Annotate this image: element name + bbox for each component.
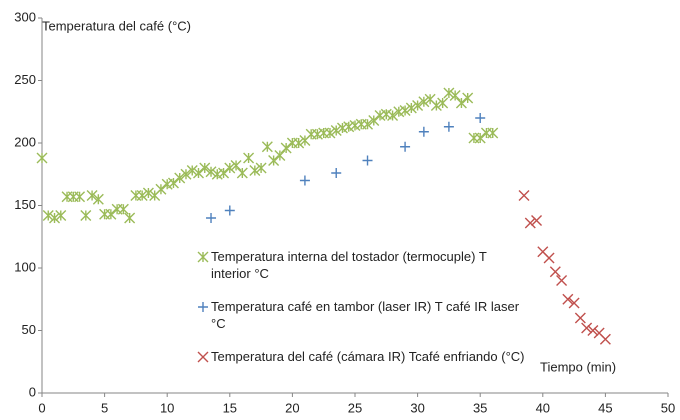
point [399,105,411,116]
point [418,96,430,108]
x-tick-label: 40 [536,400,550,415]
point [105,208,117,220]
point [362,155,373,166]
point [55,210,67,221]
point [587,325,599,336]
point [136,190,148,201]
x-tick-label: 35 [473,400,487,415]
point [437,97,449,109]
point [368,115,380,126]
x-tick-label: 50 [661,400,675,415]
point [474,132,486,144]
point [142,187,154,199]
point [387,110,399,121]
legend-entry: Temperatura del café (cámara IR) Tcafé e… [211,349,525,364]
y-tick-label: 100 [14,259,36,274]
point [487,127,499,139]
point [224,162,236,174]
x-tick-label: 5 [101,400,108,415]
point [443,87,455,99]
point [280,142,292,154]
x-tick-label: 10 [160,400,174,415]
point [455,97,467,109]
point [193,167,204,179]
y-tick-label: 0 [29,384,36,399]
point [124,212,136,224]
point [249,165,261,176]
x-tick-label: 15 [223,400,237,415]
point [205,166,217,178]
y-tick-label: 50 [22,322,36,337]
point [524,217,536,229]
point [543,252,555,264]
legend-marker [198,302,208,312]
point [167,177,179,189]
point [236,167,248,179]
point [293,137,305,149]
legend-marker [197,251,209,263]
point [230,160,242,171]
point [36,152,48,164]
point [518,190,530,201]
point [443,121,454,132]
x-tick-label: 0 [38,400,45,415]
x-tick-label: 20 [285,400,299,415]
y-tick-label: 150 [14,197,36,212]
point [418,126,429,137]
point [117,203,129,215]
point [405,102,417,114]
legend-entry: Temperatura interna del tostador (termoc… [211,249,487,281]
point [80,210,92,221]
point [155,183,167,195]
point [599,333,611,345]
point [581,322,593,334]
y-tick-label: 200 [14,134,36,149]
legend-marker [197,351,209,363]
legend-entry: Temperatura café en tambor (laser IR) T … [211,299,520,331]
point [324,127,336,139]
point [475,113,486,123]
point [86,190,98,201]
y-axis-label: Temperatura del café (°C) [42,18,191,33]
point [224,205,235,216]
x-tick-label: 30 [410,400,424,415]
point [531,215,543,226]
x-tick-label: 45 [598,400,612,415]
point [449,90,461,101]
point [549,266,561,278]
point [218,167,230,179]
point [206,213,217,223]
point [556,275,568,286]
point [49,212,61,224]
point [400,141,411,152]
point [92,193,104,205]
point [199,162,211,174]
point [430,100,442,111]
point [330,125,342,136]
point [180,168,192,180]
point [562,293,574,305]
point [412,100,424,111]
y-tick-label: 250 [14,72,36,87]
x-axis-label: Tiempo (min) [540,359,616,374]
point [331,168,342,178]
point [462,92,474,104]
point [42,210,54,221]
point [268,155,280,166]
point [568,297,580,309]
point [255,162,267,174]
point [574,312,586,324]
point [274,150,286,161]
point [174,172,186,184]
point [299,175,310,186]
point [362,118,374,130]
point [186,165,198,176]
y-tick-label: 300 [14,9,36,24]
point [74,191,86,203]
point [261,141,273,153]
x-tick-label: 25 [348,400,362,415]
point [243,152,255,164]
